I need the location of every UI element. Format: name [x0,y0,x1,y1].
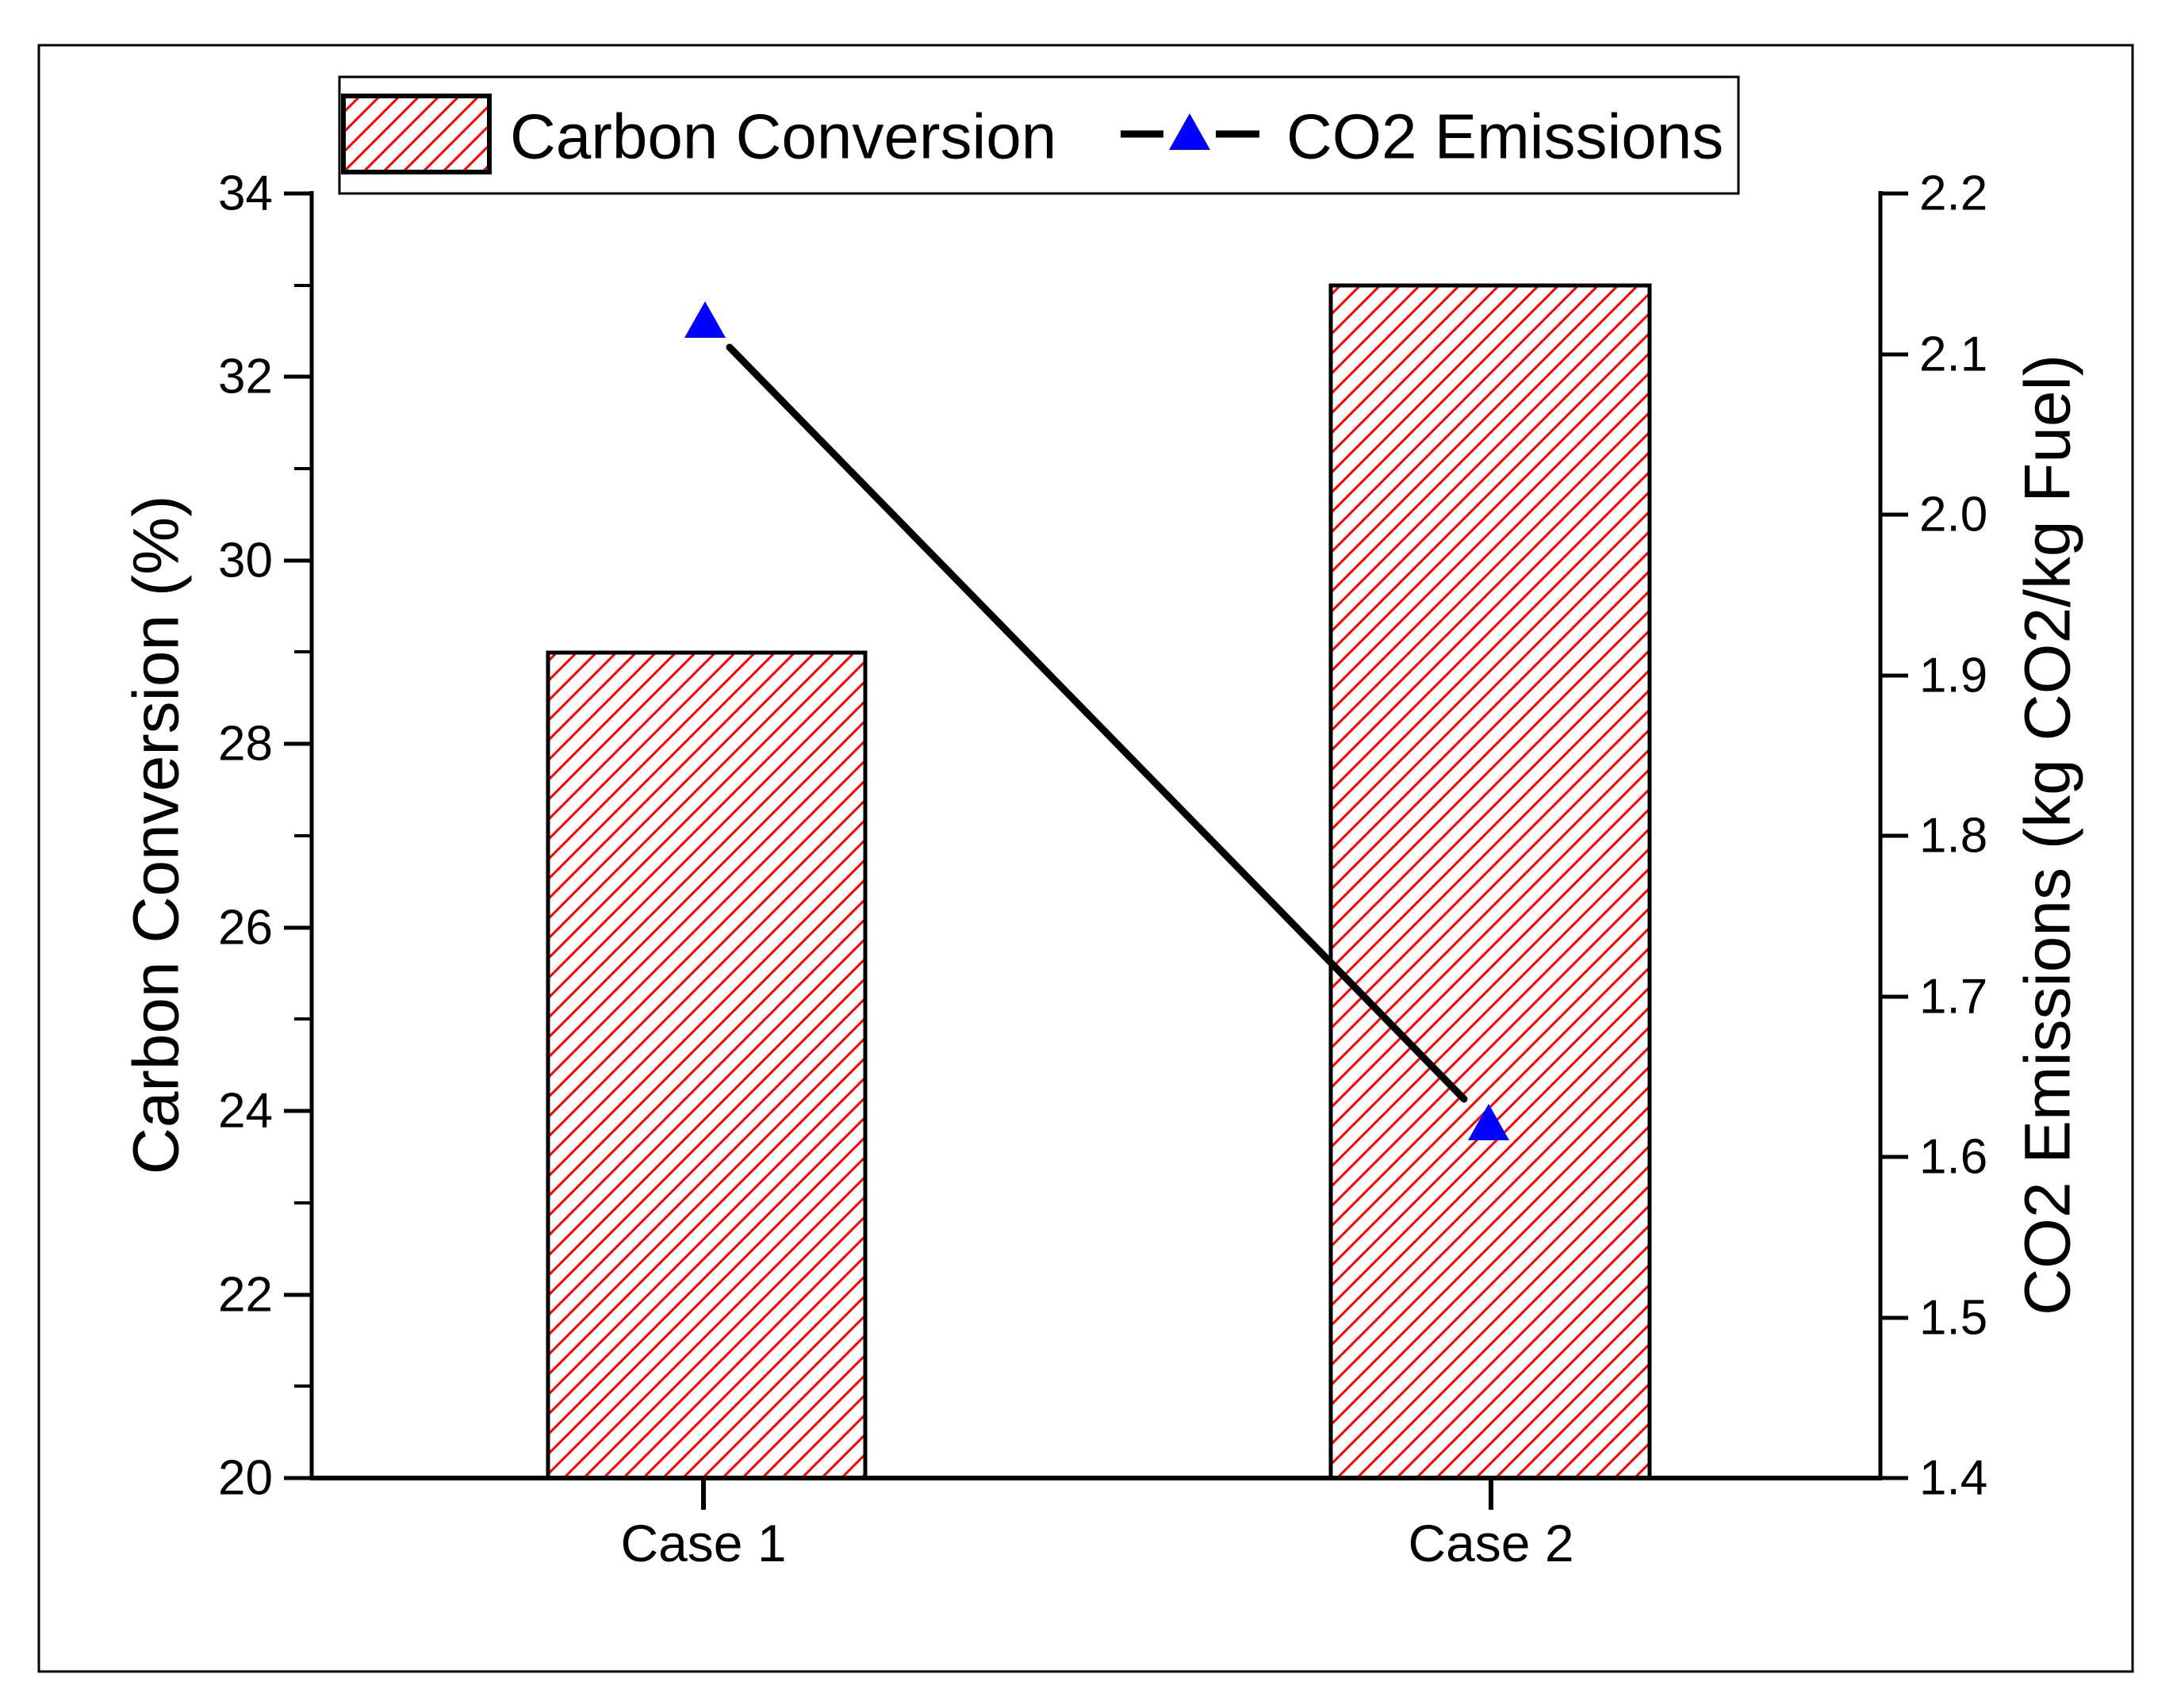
left-tick-label: 20 [218,1451,273,1506]
co2-marker-case-2 [1468,1104,1509,1140]
left-axis-major-ticks [284,191,312,1480]
left-tick-label: 28 [218,717,273,772]
figure-border [37,44,2134,1673]
x-category-label: Case 1 [620,1514,786,1572]
left-axis-tick-labels: 20 22 24 26 28 30 32 34 [218,167,273,1506]
left-axis-title: Carbon Conversion (%) [121,496,193,1175]
right-tick-label: 2.1 [1919,327,1987,382]
right-tick-label: 1.5 [1919,1291,1987,1346]
legend-label-co2-emissions: CO2 Emissions [1286,101,1723,172]
right-tick-label: 1.6 [1919,1130,1987,1185]
left-tick-label: 22 [218,1268,273,1323]
left-tick-label: 26 [218,901,273,955]
line-series-co2-emissions [684,301,1509,1140]
left-axis-minor-ticks [294,284,312,1388]
co2-marker-case-1 [684,301,726,338]
bar-case-2 [1328,283,1652,1480]
legend-label-carbon-conversion: Carbon Conversion [510,101,1056,172]
left-tick-label: 24 [218,1084,273,1139]
right-axis-title: CO2 Emissions (kg CO2/kg Fuel) [2012,354,2084,1315]
legend-swatch-hatched-bar [341,94,492,174]
legend-triangle-icon [1169,113,1210,150]
bar-case-1 [546,650,868,1480]
right-tick-label: 2.0 [1919,488,1987,542]
co2-line [726,343,1468,1103]
right-tick-label: 2.2 [1919,167,1987,221]
bar-series-carbon-conversion [546,283,1652,1480]
x-axis-labels: Case 1 Case 2 [620,1514,1573,1572]
legend: Carbon Conversion CO2 Emissions [338,75,1740,195]
left-tick-label: 34 [218,167,273,221]
right-tick-label: 1.7 [1919,970,1987,1024]
right-tick-label: 1.4 [1919,1451,1987,1506]
right-tick-label: 1.9 [1919,649,1987,703]
left-tick-label: 32 [218,350,273,404]
right-axis-major-ticks [1880,191,1908,1480]
x-axis-ticks [701,1478,1493,1510]
right-axis-tick-labels: 1.4 1.5 1.6 1.7 1.8 1.9 2.0 2.1 2.2 [1919,167,1987,1506]
left-tick-label: 30 [218,534,273,588]
legend-box [338,75,1740,195]
x-category-label: Case 2 [1408,1514,1573,1572]
right-tick-label: 1.8 [1919,809,1987,864]
